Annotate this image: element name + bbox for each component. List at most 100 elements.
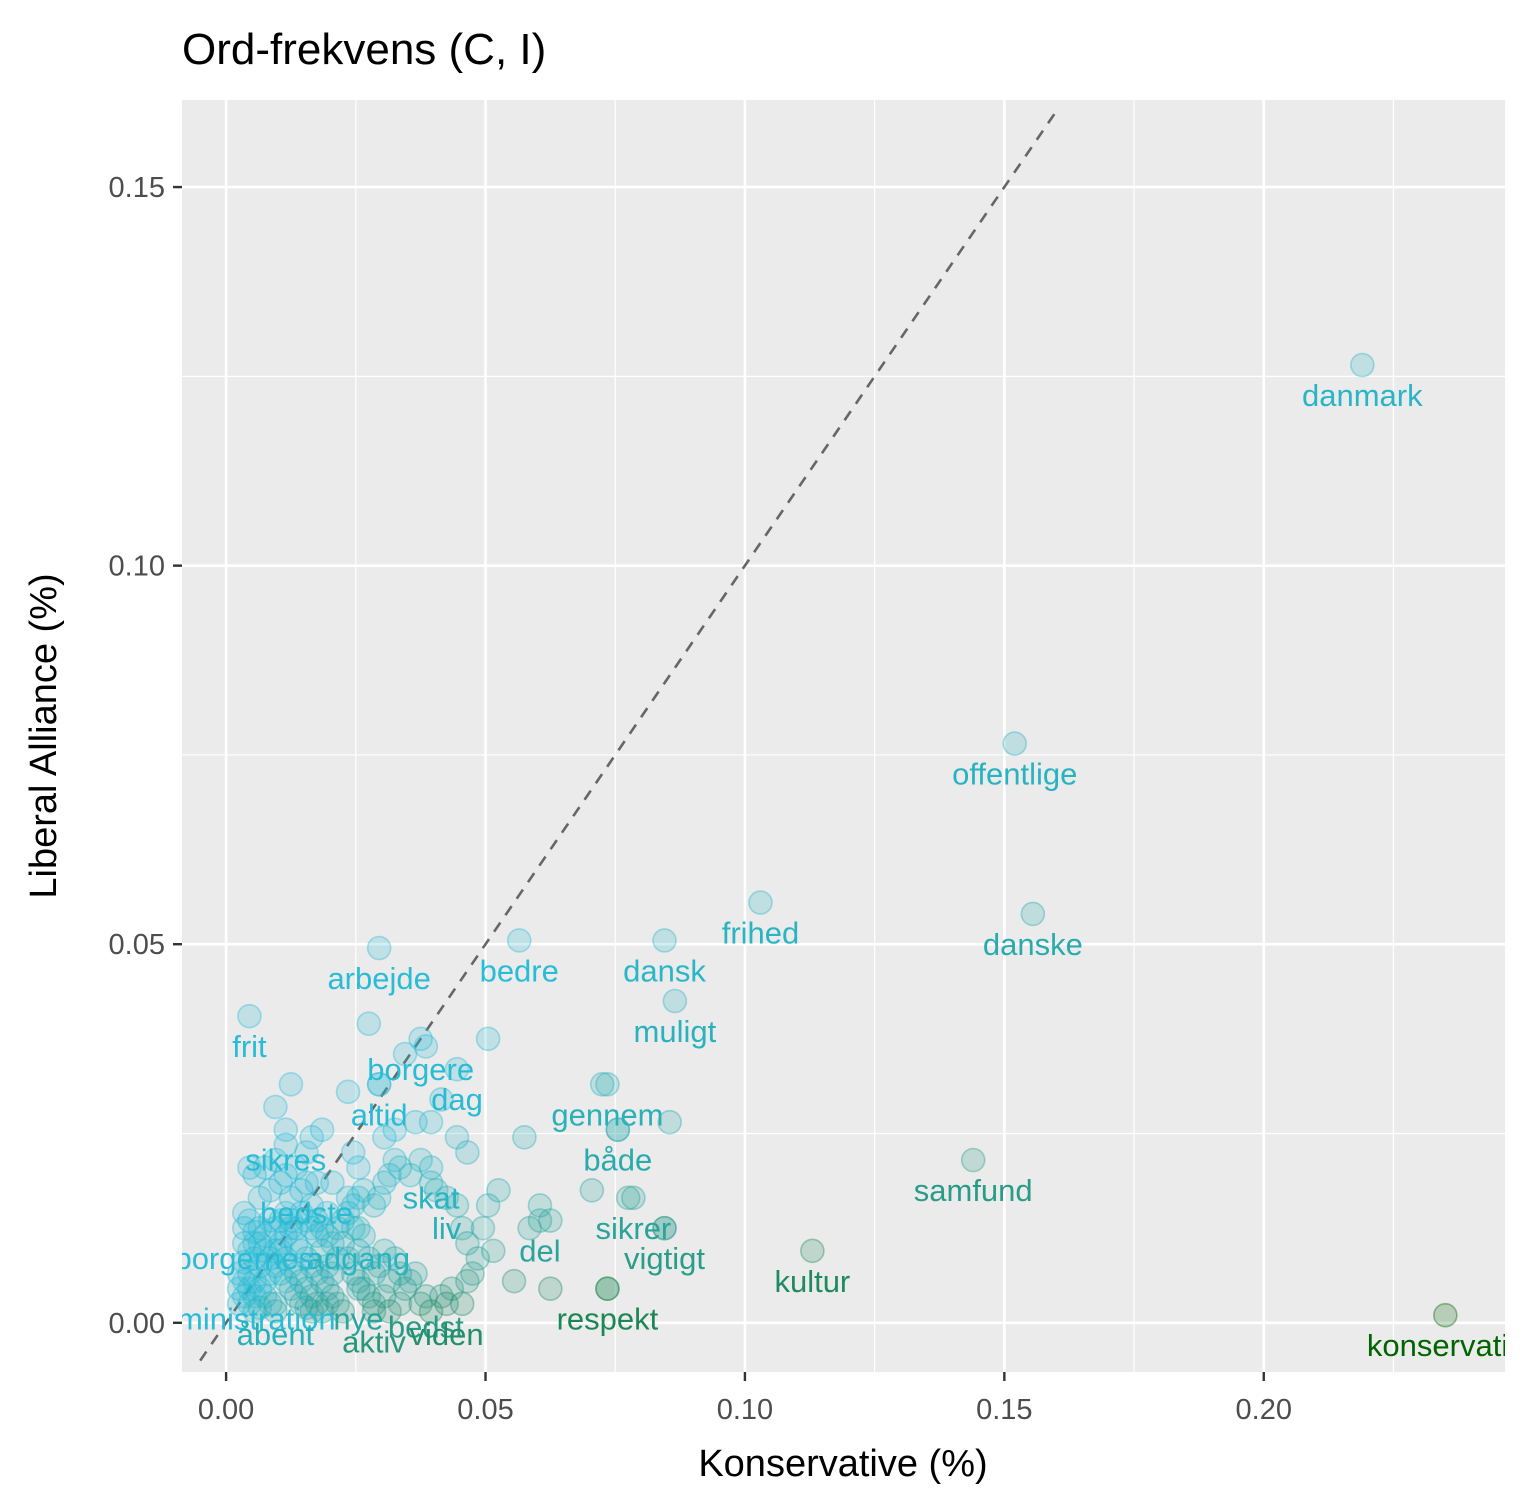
data-point: [294, 1246, 319, 1271]
data-point: [320, 1261, 345, 1286]
data-point: [257, 1208, 283, 1233]
data-point-bedre: [506, 928, 532, 953]
data-point: [278, 1276, 304, 1302]
data-point: [429, 1283, 454, 1309]
data-point: [455, 1268, 480, 1294]
data-point: [226, 1261, 252, 1286]
data-point: [340, 1261, 366, 1286]
data-point: [351, 1223, 376, 1249]
data-point: [517, 1215, 542, 1241]
data-point-dag: [444, 1056, 470, 1082]
data-point: [403, 1109, 428, 1135]
point-label-muligt: muligt: [634, 1014, 717, 1049]
data-point: [652, 1215, 677, 1241]
data-point: [278, 1208, 304, 1233]
data-point-konservativ: [1433, 1302, 1458, 1328]
data-point: [226, 1291, 252, 1317]
data-point: [278, 1071, 304, 1097]
point-label-både: både: [583, 1143, 652, 1178]
data-point-kultur: [800, 1238, 825, 1264]
point-label-samfund: samfund: [914, 1173, 1033, 1208]
point-label-liv: liv: [432, 1211, 462, 1246]
data-point: [346, 1268, 371, 1294]
data-point: [247, 1230, 273, 1256]
data-point: [356, 1246, 382, 1271]
data-point: [237, 1291, 262, 1317]
data-point: [283, 1215, 309, 1241]
data-point-borgernes: [231, 1215, 257, 1241]
point-label-offentlige: offentlige: [952, 757, 1077, 792]
data-point: [382, 1117, 408, 1143]
data-point: [449, 1291, 475, 1317]
data-point: [480, 1238, 506, 1264]
grid-lines: [182, 100, 1505, 1372]
data-point: [309, 1117, 335, 1143]
x-axis-title: Konservative (%): [698, 1443, 987, 1485]
data-point: [455, 1230, 480, 1256]
data-point: [314, 1200, 340, 1226]
data-point: [330, 1299, 356, 1324]
data-point: [237, 1208, 262, 1233]
data-point-sikres: [273, 1117, 299, 1143]
data-point: [268, 1238, 293, 1264]
point-label-borgere: borgere: [367, 1052, 474, 1087]
data-point-gennem: [595, 1071, 620, 1097]
data-point: [340, 1193, 366, 1218]
data-point: [486, 1177, 511, 1203]
data-point: [320, 1283, 345, 1309]
data-point: [242, 1230, 267, 1256]
data-point: [325, 1291, 350, 1317]
point-label-sikrer: sikrer: [595, 1211, 671, 1246]
data-point: [263, 1094, 288, 1120]
data-point: [304, 1261, 330, 1286]
x-tick-label: 0.10: [717, 1394, 773, 1426]
point-labels: danmark offentlige frihed danske dansk bedre a…: [174, 378, 1505, 1363]
point-label-bedre: bedre: [480, 953, 559, 988]
data-point: [257, 1246, 283, 1271]
point-label-respekt: respekt: [557, 1302, 659, 1337]
data-point: [325, 1215, 350, 1241]
data-point: [247, 1295, 273, 1320]
x-tick-label: 0.00: [198, 1394, 254, 1426]
data-point-altid: [366, 1071, 392, 1097]
data-point-offentlige: [1002, 731, 1028, 756]
data-point-samfund: [960, 1147, 986, 1173]
data-point: [283, 1261, 309, 1286]
data-point: [294, 1276, 319, 1302]
data-point-bedste: [294, 1170, 319, 1196]
data-point: [340, 1140, 366, 1165]
data-point-muligt: [662, 988, 688, 1014]
data-point: [657, 1109, 682, 1135]
point-label-borgernes: borgernes: [174, 1241, 314, 1276]
data-point: [263, 1238, 288, 1264]
data-point: [294, 1208, 319, 1233]
data-point: [299, 1283, 325, 1309]
data-point: [314, 1223, 340, 1249]
x-tick-label: 0.15: [976, 1394, 1032, 1426]
data-point: [289, 1291, 314, 1317]
data-point-skat: [418, 1155, 444, 1180]
y-tick-label: 0.05: [109, 929, 165, 961]
point-label-åbent: åbent: [237, 1317, 315, 1352]
x-tick-label: 0.20: [1236, 1394, 1292, 1426]
data-point: [268, 1208, 293, 1233]
data-point-aktiv: [361, 1299, 387, 1324]
data-point: [294, 1295, 319, 1320]
data-point: [330, 1208, 356, 1233]
data-point: [356, 1283, 382, 1309]
data-point-danske: [1020, 901, 1046, 927]
data-point: [335, 1079, 361, 1105]
data-point-del: [527, 1208, 553, 1233]
point-label-sikres: sikres: [245, 1143, 326, 1178]
data-point: [252, 1223, 278, 1249]
point-label-viden: viden: [410, 1317, 484, 1352]
data-point: [242, 1299, 267, 1324]
point-label-adgang: adgang: [307, 1241, 410, 1276]
data-point: [475, 1193, 501, 1218]
data-point: [247, 1276, 273, 1302]
data-point-liv: [434, 1185, 459, 1211]
data-point: [231, 1249, 257, 1275]
data-point-frit: [237, 1003, 262, 1029]
data-point: [237, 1276, 262, 1302]
data-point: [257, 1291, 283, 1317]
